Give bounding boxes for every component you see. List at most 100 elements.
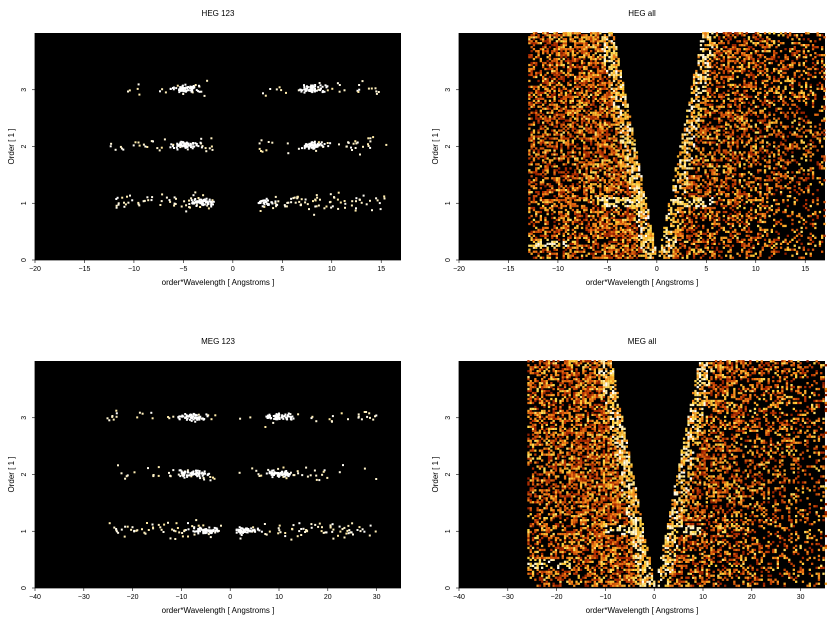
heatmap-cell xyxy=(818,240,822,243)
heatmap-cell xyxy=(725,123,728,126)
heatmap-cell xyxy=(734,151,737,154)
heatmap-cell xyxy=(567,113,570,116)
heatmap-cell xyxy=(763,159,767,162)
heatmap-cell xyxy=(571,189,574,192)
heatmap-cell xyxy=(601,127,604,130)
heatmap-cell xyxy=(709,187,712,190)
heatmap-cell xyxy=(560,123,563,126)
heatmap-cell xyxy=(786,195,789,198)
heatmap-cell xyxy=(709,95,712,98)
heatmap-cell xyxy=(631,214,634,218)
heatmap-cell xyxy=(558,99,561,102)
heatmap-cell xyxy=(745,252,748,255)
heatmap-cell xyxy=(555,115,558,118)
heatmap-cell xyxy=(601,151,604,154)
heatmap-cell xyxy=(795,240,799,243)
heatmap-cell xyxy=(619,220,622,224)
heatmap-cell xyxy=(551,141,554,144)
heatmap-cell xyxy=(601,99,604,102)
heatmap-cell xyxy=(200,90,203,93)
heatmap-cell xyxy=(747,250,751,253)
heatmap-cell xyxy=(622,222,625,226)
heatmap-cell xyxy=(617,117,620,120)
heatmap-cell xyxy=(319,84,322,87)
heatmap-cell xyxy=(699,206,703,210)
heatmap-cell xyxy=(731,119,735,122)
heatmap-cell xyxy=(757,224,760,228)
heatmap-cell xyxy=(750,216,753,220)
heatmap-cell xyxy=(553,163,556,166)
heatmap-cell xyxy=(606,143,609,146)
heatmap-cell xyxy=(601,177,604,180)
heatmap-cell xyxy=(127,201,130,204)
heatmap-cell xyxy=(352,142,355,145)
heatmap-cell xyxy=(567,232,570,235)
heatmap-cell xyxy=(603,226,606,230)
heatmap-cell xyxy=(734,93,737,96)
heatmap-cell xyxy=(542,175,545,178)
heatmap-cell xyxy=(299,88,302,91)
heatmap-cell xyxy=(608,153,611,156)
heatmap-cell xyxy=(274,200,277,203)
heatmap-cell xyxy=(770,228,773,232)
heatmap-cell xyxy=(624,167,627,170)
heatmap-cell xyxy=(725,195,728,198)
heatmap-cell xyxy=(578,234,581,237)
heatmap-cell xyxy=(768,238,771,241)
heatmap-cell xyxy=(583,210,586,214)
heatmap-cell xyxy=(709,195,712,198)
heatmap-cell xyxy=(558,171,561,174)
heatmap-cell xyxy=(176,142,179,145)
heatmap-cell xyxy=(350,146,352,149)
heatmap-cell xyxy=(692,254,696,257)
heatmap-cell xyxy=(560,109,563,112)
heatmap-cell xyxy=(622,202,625,206)
heatmap-cell xyxy=(759,252,762,255)
heatmap-cell xyxy=(535,242,538,245)
heatmap-cell xyxy=(615,149,618,152)
heatmap-cell xyxy=(146,146,149,148)
heatmap-cell xyxy=(578,131,581,134)
heatmap-cell xyxy=(706,183,709,186)
heatmap-cell xyxy=(738,232,741,235)
heatmap-cell xyxy=(722,185,725,188)
heatmap-cell xyxy=(624,250,627,253)
heatmap-cell xyxy=(599,113,602,116)
heatmap-cell xyxy=(718,117,721,120)
heatmap-cell xyxy=(715,165,719,168)
heatmap-cell xyxy=(544,165,547,168)
heatmap-cell xyxy=(603,119,606,122)
heatmap-cell xyxy=(624,131,627,134)
heatmap-cell xyxy=(592,242,595,245)
heatmap-cell xyxy=(628,121,632,124)
heatmap-cell xyxy=(683,191,687,194)
heatmap-cell xyxy=(528,216,531,220)
heatmap-cell xyxy=(576,250,579,253)
heatmap-cell xyxy=(192,194,195,197)
heatmap-cell xyxy=(599,135,602,138)
heatmap-cell xyxy=(660,252,664,255)
heatmap-cell xyxy=(752,244,755,247)
heatmap-cell xyxy=(546,220,549,224)
heatmap-cell xyxy=(260,150,262,152)
heatmap-cell xyxy=(628,220,632,224)
heatmap-cell xyxy=(695,246,698,249)
heatmap-cell xyxy=(608,121,611,124)
heatmap-cell xyxy=(763,212,767,216)
heatmap-cell xyxy=(741,216,744,220)
heatmap-cell xyxy=(562,246,565,249)
heatmap-cell xyxy=(631,165,634,168)
heatmap-cell xyxy=(551,236,554,239)
heatmap-cell xyxy=(798,214,801,218)
heatmap-cell xyxy=(355,142,358,145)
heatmap-cell xyxy=(542,193,545,196)
heatmap-cell xyxy=(555,119,558,122)
heatmap-cell xyxy=(670,208,673,212)
heatmap-cell xyxy=(528,179,531,182)
heatmap-cell xyxy=(715,246,719,249)
heatmap-cell xyxy=(580,139,584,142)
heatmap-cell xyxy=(603,107,606,110)
heatmap-cell xyxy=(628,157,632,160)
heatmap-cell xyxy=(553,149,556,152)
heatmap-cell xyxy=(697,200,700,204)
